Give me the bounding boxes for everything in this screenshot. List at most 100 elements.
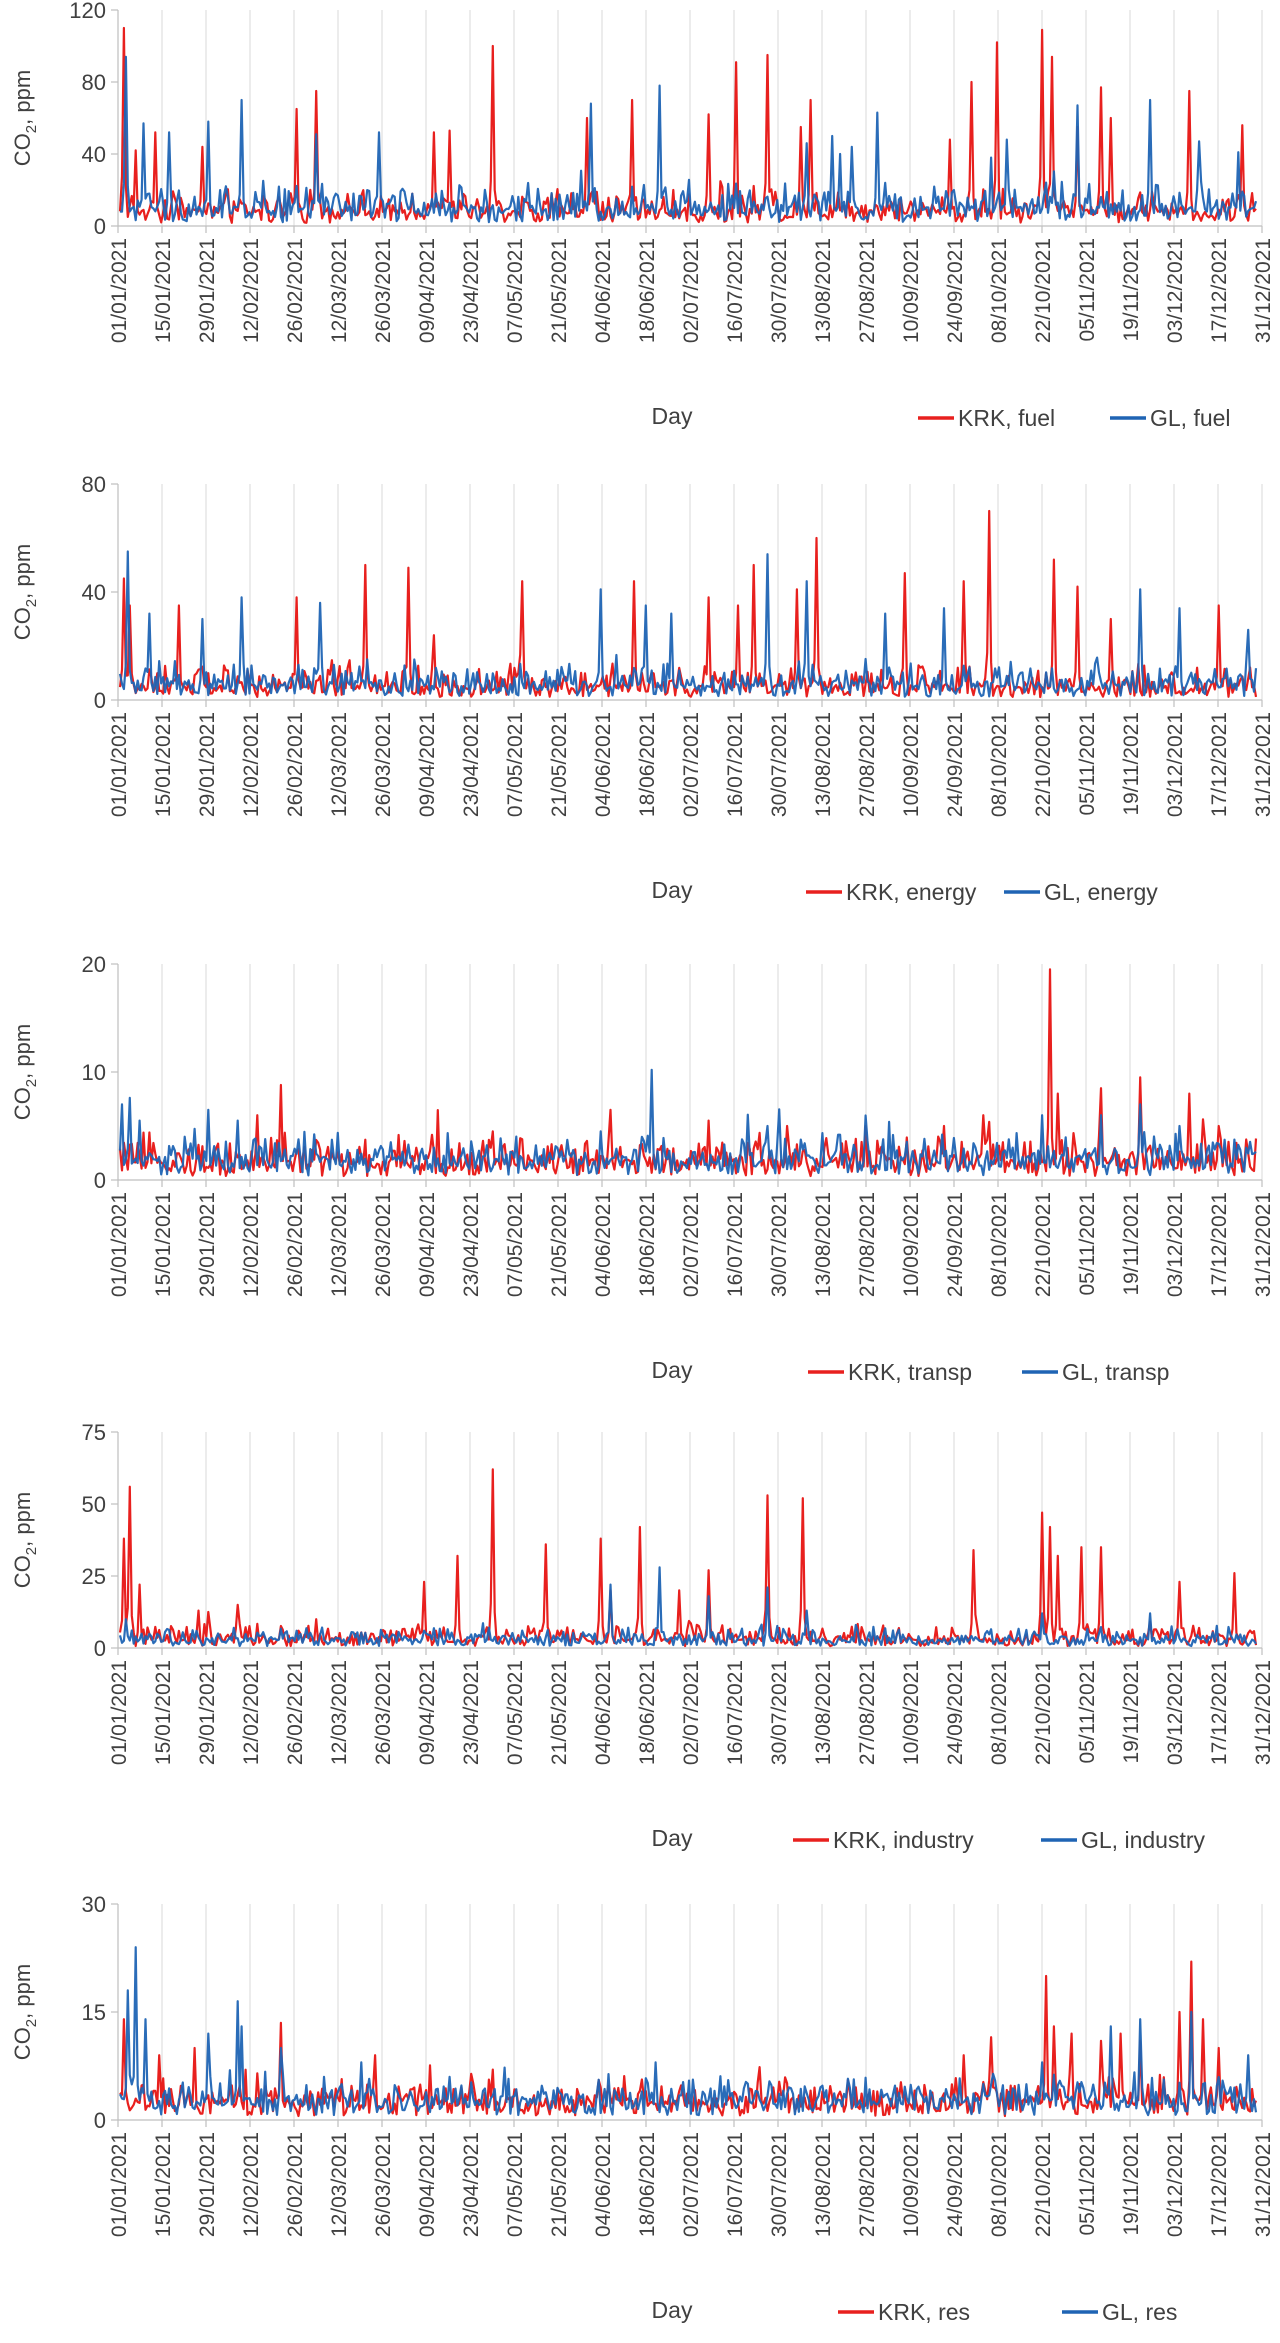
legend-label: GL, res [1102,2299,1177,2325]
x-tick-label: 02/07/2021 [680,238,703,343]
x-tick-label: 05/11/2021 [1076,712,1099,816]
legend-label: GL, fuel [1150,405,1231,431]
x-tick-label: 13/08/2021 [812,712,835,817]
x-tick-label: 31/12/2021 [1252,712,1275,817]
y-tick-label: 0 [94,214,106,239]
legend-label: GL, industry [1081,1827,1205,1853]
x-tick-label: 18/06/2021 [636,712,659,817]
y-tick-label: 75 [82,1420,106,1445]
x-tick-label: 22/10/2021 [1032,1192,1055,1297]
x-tick-label: 17/12/2021 [1208,2132,1231,2237]
x-tick-label: 22/10/2021 [1032,712,1055,817]
x-tick-label: 07/05/2021 [504,2132,527,2237]
y-tick-label: 30 [82,1892,106,1917]
x-tick-label: 21/05/2021 [548,1192,571,1297]
x-tick-label: 07/05/2021 [504,238,527,343]
x-tick-label: 12/03/2021 [328,2132,351,2237]
y-tick-label: 0 [94,688,106,713]
y-tick-label: 20 [82,952,106,977]
series-line-gl-energy [118,550,1258,698]
x-tick-label: 31/12/2021 [1252,238,1275,343]
legend-label: KRK, res [878,2299,970,2325]
x-tick-label: 01/01/2021 [108,712,131,817]
x-tick-label: 07/05/2021 [504,712,527,817]
x-tick-label: 10/09/2021 [900,238,923,343]
x-tick-label: 26/03/2021 [372,712,395,817]
chart-panel-4: 0 25 50 75 01/01/2021 15/01/2021 29/01/2021 12/… [10,1420,1275,1853]
y-axis-title: CO2, ppm [10,70,40,166]
y-tick-label: 15 [82,2000,106,2025]
x-tick-label: 15/01/2021 [152,1660,175,1765]
x-tick-label: 07/05/2021 [504,1660,527,1765]
x-tick-label: 15/01/2021 [152,238,175,343]
x-tick-label: 12/03/2021 [328,712,351,817]
x-tick-label: 26/02/2021 [284,1660,307,1765]
x-tick-label: 27/08/2021 [856,238,879,343]
x-tick-label: 29/01/2021 [196,238,219,343]
x-tick-label: 09/04/2021 [416,2132,439,2237]
x-tick-label: 22/10/2021 [1032,1660,1055,1765]
x-tick-label: 27/08/2021 [856,1660,879,1765]
x-tick-label: 24/09/2021 [944,1660,967,1765]
x-tick-label: 26/03/2021 [372,2132,395,2237]
y-tick-label: 120 [69,0,106,23]
series-line-krk-fuel [118,26,1257,224]
x-tick-label: 15/01/2021 [152,712,175,817]
x-tick-label: 13/08/2021 [812,238,835,343]
y-tick-label: 40 [82,580,106,605]
x-tick-label: 30/07/2021 [768,712,791,817]
x-tick-label: 02/07/2021 [680,712,703,817]
x-tick-label: 26/02/2021 [284,238,307,343]
x-tick-label: 22/10/2021 [1032,2132,1055,2237]
x-tick-label: 19/11/2021 [1120,2132,1143,2236]
y-tick-label: 0 [94,1636,106,1661]
x-tick-label: 21/05/2021 [548,238,571,343]
x-tick-label: 17/12/2021 [1208,1660,1231,1765]
x-tick-label: 09/04/2021 [416,712,439,817]
x-tick-label: 12/02/2021 [240,2132,263,2237]
series-line-gl-res [118,1946,1258,2117]
y-axis-title: CO2, ppm [10,544,40,640]
x-tick-label: 10/09/2021 [900,1660,923,1765]
x-tick-label: 12/03/2021 [328,1192,351,1297]
x-tick-label: 08/10/2021 [988,1660,1011,1765]
x-tick-label: 04/06/2021 [592,1192,615,1297]
x-tick-label: 26/02/2021 [284,1192,307,1297]
x-tick-label: 17/12/2021 [1208,238,1231,343]
x-tick-label: 26/03/2021 [372,1660,395,1765]
chart-panel-3: 0 10 20 01/01/2021 15/01/2021 29/01/2021 12/02… [10,952,1275,1385]
x-tick-label: 03/12/2021 [1164,2132,1187,2237]
x-tick-label: 30/07/2021 [768,1192,791,1297]
x-tick-label: 19/11/2021 [1120,712,1143,816]
series-line-gl-industry [118,1566,1257,1648]
x-tick-label: 29/01/2021 [196,1192,219,1297]
y-tick-label: 80 [82,472,106,497]
x-tick-label: 13/08/2021 [812,1660,835,1765]
x-tick-label: 19/11/2021 [1120,1192,1143,1296]
x-tick-label: 03/12/2021 [1164,238,1187,343]
x-tick-label: 07/05/2021 [504,1192,527,1297]
x-tick-label: 24/09/2021 [944,1192,967,1297]
x-tick-label: 23/04/2021 [460,1660,483,1765]
x-tick-label: 05/11/2021 [1076,1192,1099,1296]
x-tick-label: 09/04/2021 [416,1660,439,1765]
x-tick-label: 17/12/2021 [1208,1192,1231,1297]
x-tick-label: 09/04/2021 [416,1192,439,1297]
chart-panel-2: 0 40 80 01/01/2021 15/01/2021 29/01/2021 12/02… [10,472,1275,905]
x-tick-label: 29/01/2021 [196,2132,219,2237]
x-axis-title: Day [652,1357,693,1383]
x-tick-label: 26/03/2021 [372,1192,395,1297]
x-tick-label: 18/06/2021 [636,238,659,343]
x-tick-label: 12/02/2021 [240,1660,263,1765]
x-tick-label: 29/01/2021 [196,1660,219,1765]
x-tick-label: 08/10/2021 [988,2132,1011,2237]
x-tick-label: 03/12/2021 [1164,1192,1187,1297]
x-tick-label: 30/07/2021 [768,2132,791,2237]
x-tick-label: 12/02/2021 [240,1192,263,1297]
x-tick-label: 26/02/2021 [284,2132,307,2237]
x-tick-label: 04/06/2021 [592,238,615,343]
chart-panel-1: 0 40 80 120 01/01/2021 15/01/2021 29/01/2021 12… [10,0,1275,431]
x-tick-label: 23/04/2021 [460,712,483,817]
y-tick-label: 0 [94,2108,106,2133]
